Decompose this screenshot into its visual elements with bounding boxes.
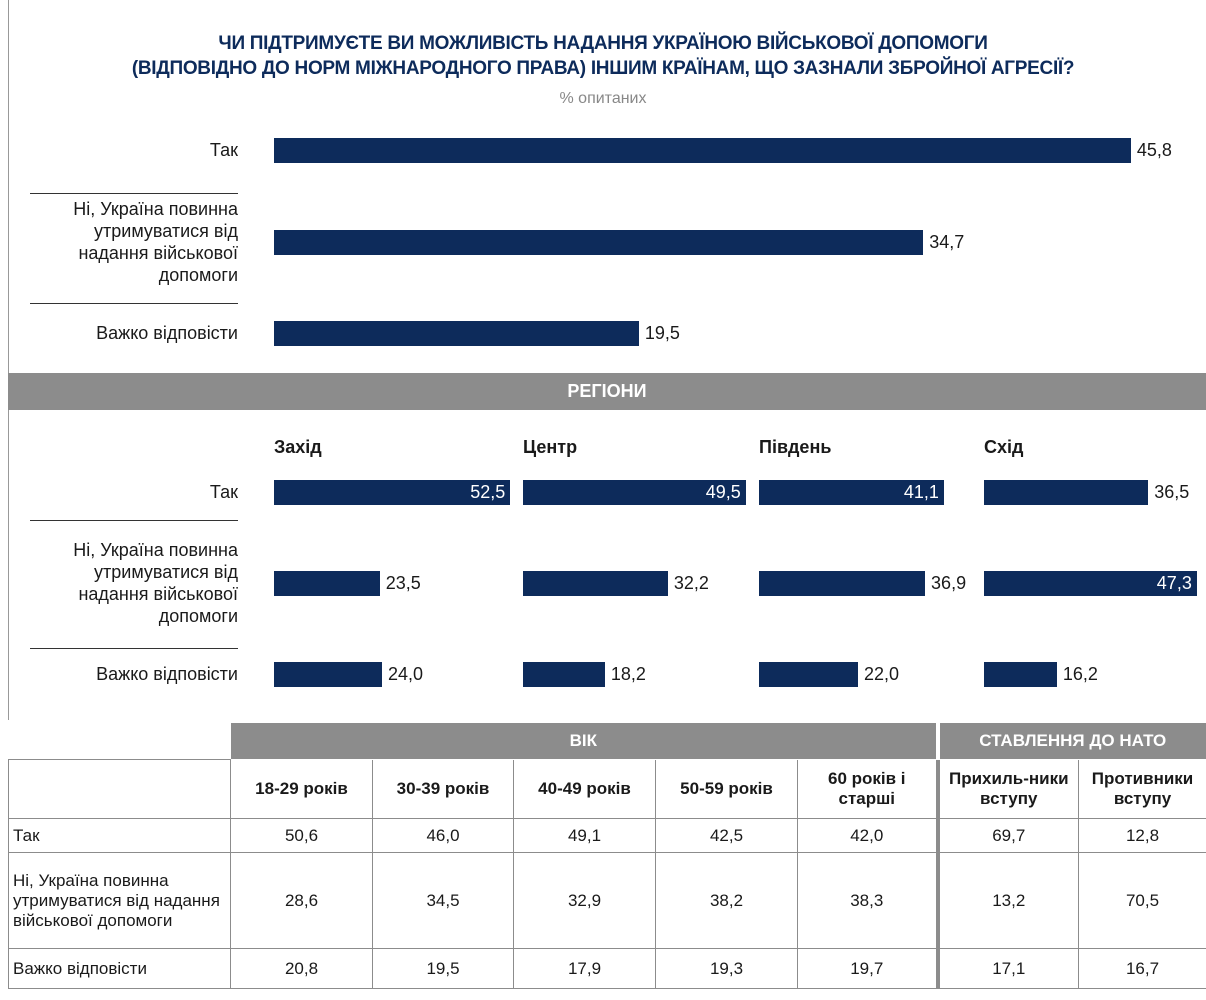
bar (759, 570, 926, 596)
table-row: Так 50,6 46,0 49,1 42,5 42,0 69,7 12,8 (8, 818, 1206, 853)
bar (523, 479, 746, 505)
value-cell: 17,9 (513, 948, 656, 989)
row-label: Так (8, 818, 231, 853)
category-label: Так (209, 482, 238, 502)
chart-subtitle: % опитаних (559, 90, 647, 107)
value-label: 22,0 (864, 663, 900, 684)
column-header: 18-29 років (230, 759, 373, 819)
bar (984, 570, 1197, 596)
value-cell: 69,7 (937, 818, 1080, 853)
value-cell: 20,8 (230, 948, 373, 989)
column-header: 40-49 років (513, 759, 656, 819)
value-label: 32,2 (673, 572, 709, 593)
category-label: Важко відповісти (96, 323, 238, 343)
separator (30, 648, 238, 649)
value-label: 45,8 (1136, 139, 1172, 160)
bar (274, 229, 924, 255)
group-header: СТАВЛЕННЯ ДО НАТО (937, 722, 1206, 760)
value-cell: 17,1 (937, 948, 1080, 989)
value-cell: 34,5 (372, 852, 514, 949)
empty-cell (8, 722, 231, 760)
bar (984, 479, 1149, 505)
table-row: Ні, Україна повинна утримуватися від над… (8, 852, 1206, 949)
table: ВІК СТАВЛЕННЯ ДО НАТО 18-29 років 30-39 рок… (8, 722, 1206, 989)
section-band: РЕГІОНИ (8, 373, 1206, 410)
value-label: 36,5 (1154, 481, 1190, 502)
column-header: Противники вступу (1078, 759, 1206, 819)
value-cell: 38,3 (796, 852, 940, 949)
value-label: 16,2 (1062, 663, 1098, 684)
value-label: 23,5 (385, 572, 421, 593)
bar (274, 479, 511, 505)
value-cell: 12,8 (1078, 818, 1206, 853)
bar (523, 661, 605, 687)
bar (759, 479, 944, 505)
frame (8, 0, 1206, 720)
separator (30, 193, 238, 194)
bar (274, 570, 380, 596)
value-label: 18,2 (610, 663, 646, 684)
value-cell: 70,5 (1078, 852, 1206, 949)
category-label: Ні, Україна повинна утримуватися від над… (73, 199, 238, 285)
header-row: 18-29 років 30-39 років 40-49 років 50-59 р… (8, 759, 1206, 819)
series-header: Центр (523, 437, 578, 457)
series-header: Схід (984, 437, 1024, 457)
value-cell: 13,2 (937, 852, 1080, 949)
separator (30, 303, 238, 304)
value-cell: 19,5 (372, 948, 514, 989)
group-header: ВІК (229, 722, 940, 760)
separator (30, 520, 238, 521)
value-cell: 46,0 (372, 818, 514, 853)
value-cell: 19,3 (655, 948, 798, 989)
column-header: 50-59 років (655, 759, 798, 819)
group-row: ВІК СТАВЛЕННЯ ДО НАТО (8, 722, 1206, 760)
bar (274, 320, 639, 346)
row-label: Ні, Україна повинна утримуватися від над… (8, 852, 231, 949)
chart-title: (ВІДПОВІДНО ДО НОРМ МІЖНАРОДНОГО ПРАВА) … (131, 58, 1075, 79)
value-cell: 50,6 (230, 818, 373, 853)
empty-cell (8, 759, 231, 819)
value-cell: 49,1 (513, 818, 656, 853)
bar (274, 661, 382, 687)
column-header: 30-39 років (372, 759, 514, 819)
value-label: 36,9 (931, 572, 967, 593)
row-label: Важко відповісти (8, 948, 231, 989)
value-label: 41,1 (903, 481, 939, 502)
value-cell: 42,0 (796, 818, 940, 853)
category-label: Важко відповісти (96, 664, 238, 684)
value-cell: 16,7 (1078, 948, 1206, 989)
value-cell: 32,9 (513, 852, 656, 949)
category-label: Ні, Україна повинна утримуватися від над… (73, 540, 238, 626)
series-header: Південь (759, 437, 832, 457)
column-header: Прихиль-ники вступу (937, 759, 1080, 819)
value-label: 24,0 (388, 663, 424, 684)
category-label: Так (209, 140, 238, 160)
bar (274, 137, 1131, 163)
value-label: 49,5 (705, 481, 741, 502)
column-header: 60 років і старші (796, 759, 940, 819)
value-label: 19,5 (644, 322, 680, 343)
bar (759, 661, 858, 687)
value-cell: 42,5 (655, 818, 798, 853)
table-row: Важко відповісти 20,8 19,5 17,9 19,3 19,7 17,1… (8, 948, 1206, 989)
value-label: 34,7 (929, 231, 965, 252)
value-cell: 28,6 (230, 852, 373, 949)
value-label: 47,3 (1156, 572, 1192, 593)
bar (523, 570, 668, 596)
value-label: 52,5 (470, 481, 506, 502)
series-header: Захід (274, 437, 322, 457)
chart-title: ЧИ ПІДТРИМУЄТЕ ВИ МОЖЛИВІСТЬ НАДАННЯ УКР… (218, 33, 988, 54)
value-cell: 19,7 (796, 948, 940, 989)
bar (984, 661, 1057, 687)
value-cell: 38,2 (655, 852, 798, 949)
